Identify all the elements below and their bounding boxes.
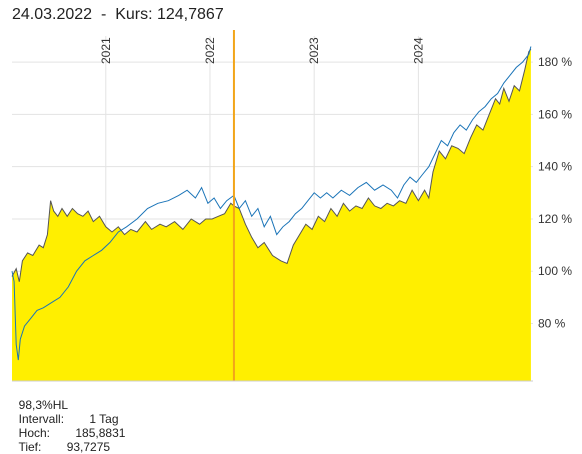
kurs-value: 124,7867: [156, 6, 224, 23]
y-tick-label: 160 %: [538, 107, 572, 121]
low-value: 93,7275: [66, 440, 111, 454]
chart-canvas[interactable]: 80 % 100 % 120 % 140 % 160 % 180 % 2021 2022 202…: [0, 0, 582, 408]
high-label: Hoch:: [18, 426, 51, 440]
chart-footer: 98,3%HL Intervall: 1 Tag Hoch: 185,8831 …: [12, 384, 169, 454]
header-date: 24.03.2022: [12, 6, 93, 23]
high-value: 185,8831: [75, 426, 126, 440]
y-tick-label: 120 %: [538, 212, 572, 226]
y-tick-label: 80 %: [538, 317, 566, 331]
x-tick-label: 2024: [411, 37, 425, 64]
header-separator: -: [100, 6, 107, 23]
area-series-line: [11, 48, 532, 282]
low-label: Tief:: [18, 440, 42, 454]
high-info: Hoch: 185,8831: [19, 426, 148, 440]
y-tick-label: 100 %: [538, 264, 572, 278]
area-fill: [12, 49, 531, 381]
comparison-series-line: [11, 46, 532, 361]
y-tick-label: 140 %: [538, 160, 572, 174]
range-label: 98,3%HL: [18, 398, 69, 412]
low-info: Tief: 93,7275: [18, 440, 132, 454]
interval-value: 1 Tag: [89, 412, 119, 426]
interval-label: Intervall:: [18, 412, 65, 426]
kurs-label: Kurs:: [115, 6, 153, 23]
x-tick-label: 2023: [307, 37, 321, 64]
y-tick-label: 180 %: [538, 55, 572, 69]
x-tick-label: 2022: [203, 37, 217, 64]
interval-info: Intervall: 1 Tag: [19, 412, 141, 426]
chart-title: 24.03.2022 - Kurs: 124,7867: [12, 6, 224, 24]
x-tick-label: 2021: [99, 37, 113, 64]
